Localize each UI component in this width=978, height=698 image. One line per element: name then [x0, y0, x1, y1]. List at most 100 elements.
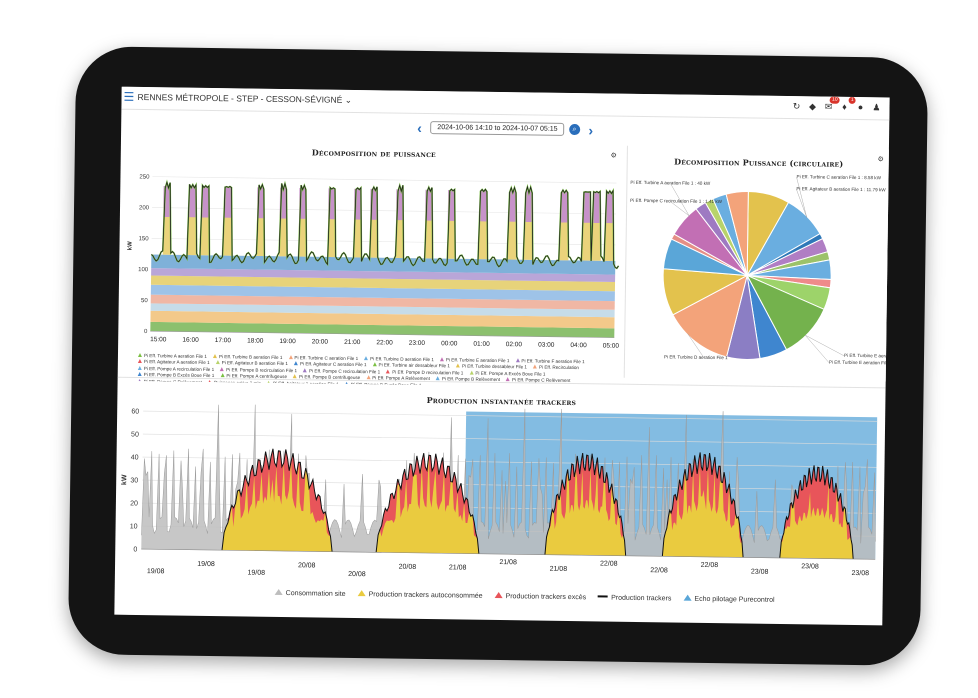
refresh-icon[interactable]: ↻	[792, 101, 801, 112]
peak-block	[560, 222, 568, 257]
pie-label-connector	[796, 189, 807, 218]
green-envelope-line	[150, 179, 620, 270]
legend-item[interactable]: Echo pilotage Purecontrol	[683, 594, 775, 604]
legend-marker-icon	[293, 374, 298, 379]
x-tick-label: 22/08	[650, 567, 668, 574]
peak-block	[202, 186, 209, 218]
pie-label: Pi Eff. Pompe C recirculation File 1 : 1…	[630, 198, 723, 204]
pie-slice	[725, 190, 749, 276]
legend-label: Consommation site	[285, 590, 346, 598]
pie-label: Pi Eff. Turbine E aeration File 1 : 11.1…	[829, 360, 889, 366]
y-tick-label: 50	[141, 298, 148, 304]
top-icons: ↻ ◆ ✉ 10 ♦ 1 ● ♟	[791, 96, 881, 113]
legend-marker-icon	[137, 352, 143, 358]
x-tick-label: 16:00	[182, 337, 199, 344]
x-tick-label: 22:00	[376, 339, 393, 346]
pie-label: Pi Eff. Agitateur B aeration File 1 : 11…	[796, 186, 886, 192]
legend-label: Production trackers	[611, 594, 672, 603]
x-tick-label: 04:00	[570, 342, 587, 349]
trackers-chart: 0 10 20 30 40 50 60 kW 19/08 19/08 19/08 20/08 20/08…	[121, 404, 878, 578]
gear-icon[interactable]: ⚙	[877, 156, 884, 164]
gear-icon[interactable]: ⚙	[610, 152, 617, 160]
legend-label: Pi Eff. Turbine A aeration File 1	[143, 353, 208, 359]
y-tick-label: 60	[131, 408, 139, 415]
x-tick-label: 01:00	[473, 341, 490, 348]
peak-block	[560, 191, 568, 223]
stack-layer	[150, 284, 615, 302]
legend-marker-icon	[293, 361, 299, 366]
legend-label: Pi Eff. Turbine D aeration File 1	[370, 356, 434, 363]
legend-label: Pi Eff. Agitateur C aeration File 1	[299, 361, 367, 368]
peak-block	[509, 190, 517, 222]
stack-layer	[150, 303, 615, 318]
production-auto-area	[376, 455, 479, 554]
legend-marker-icon	[435, 376, 440, 381]
x-tick-label: 19/08	[247, 570, 265, 577]
x-axis	[141, 548, 876, 560]
x-tick-label: 23/08	[751, 569, 769, 576]
pie-label: Pi Eff. Turbine A aeration File 1 : 40 k…	[630, 180, 711, 186]
y-tick-label: 200	[139, 205, 150, 211]
grid-line	[143, 410, 878, 422]
legend-label: Production trackers excès	[505, 593, 587, 602]
x-axis	[150, 330, 615, 338]
legend-marker-icon	[366, 375, 371, 380]
y-tick-label: 10	[130, 523, 138, 530]
legend-item[interactable]: Production trackers excès	[494, 591, 587, 602]
x-tick-label: 02:00	[506, 341, 523, 348]
legend-marker-icon	[212, 354, 217, 359]
legend-label: Pi Eff. Pompe A Excès Boue File 1	[475, 370, 546, 377]
power-pie-chart: Pi Eff. Turbine C aeration File 1 : 8.58…	[630, 174, 889, 366]
mail-badge: 10	[829, 96, 840, 104]
legend-label: Pi Eff. Turbine F aeration File 1	[521, 358, 585, 365]
x-tick-label: 05:00	[603, 342, 620, 349]
chevron-right-icon[interactable]: ›	[588, 122, 594, 139]
legend-label: Pi Eff. Turbine B aeration File 1	[218, 354, 283, 360]
y-axis-label: kW	[121, 474, 128, 485]
y-tick-label: 40	[131, 454, 139, 461]
y-tick-label: 50	[131, 431, 139, 438]
y-tick-label: 0	[133, 546, 137, 553]
pie-label-connector	[804, 334, 830, 363]
zoom-icon[interactable]: ⌕	[568, 124, 581, 136]
tag-icon[interactable]: ◆	[808, 101, 817, 112]
site-title-text: RENNES MÉTROPOLE - STEP - CESSON-SÉVIGNÉ	[137, 91, 343, 105]
chevron-left-icon[interactable]: ‹	[417, 119, 422, 136]
peak-block	[224, 217, 232, 252]
legend-marker-icon	[455, 363, 460, 368]
pie-label-connector	[796, 177, 807, 218]
stack-layer	[150, 321, 615, 338]
x-tick-label: 20:00	[312, 338, 329, 345]
peak-block	[189, 186, 196, 218]
peak-block	[583, 191, 591, 223]
date-range-input[interactable]: 2024-10-06 14:10 to 2024-10-07 05:15	[430, 121, 565, 137]
legend-label: Pi Eff. Turbine E aeration File 1	[445, 357, 510, 364]
x-tick-label: 03:00	[538, 342, 555, 349]
user-icon[interactable]: ♟	[872, 102, 881, 113]
x-tick-label: 23/08	[801, 563, 819, 570]
site-title[interactable]: RENNES MÉTROPOLE - STEP - CESSON-SÉVIGNÉ…	[137, 91, 352, 106]
x-tick-label: 20/08	[399, 564, 417, 571]
legend-item[interactable]: Production trackers	[598, 594, 671, 602]
legend-marker-icon	[683, 594, 692, 601]
peak-block	[480, 190, 487, 222]
peak-block	[606, 192, 614, 224]
x-tick-label: 21:00	[344, 339, 361, 346]
app-screen: ☰ RENNES MÉTROPOLE - STEP - CESSON-SÉVIG…	[114, 86, 890, 626]
production-auto-area	[544, 464, 626, 556]
mail-icon[interactable]: ✉ 10	[824, 96, 840, 112]
legend-item[interactable]: Consommation site	[274, 588, 346, 598]
peak-block	[479, 221, 487, 256]
legend-label: Pi Eff. Pompe B recirculation File 1	[226, 367, 298, 374]
production-line	[221, 448, 333, 552]
chevron-down-icon[interactable]: ⌄	[344, 94, 352, 105]
x-tick-label: 19:00	[279, 338, 296, 345]
y-tick-label: 20	[130, 500, 138, 507]
peak-block	[583, 222, 590, 257]
bell-icon[interactable]: ♦ 1	[842, 96, 856, 112]
menu-icon[interactable]: ☰	[123, 89, 135, 104]
grid-line	[142, 433, 877, 445]
x-tick-label: 15:00	[150, 336, 167, 343]
clock-icon[interactable]: ●	[857, 101, 864, 113]
y-tick-label: 150	[139, 236, 150, 242]
